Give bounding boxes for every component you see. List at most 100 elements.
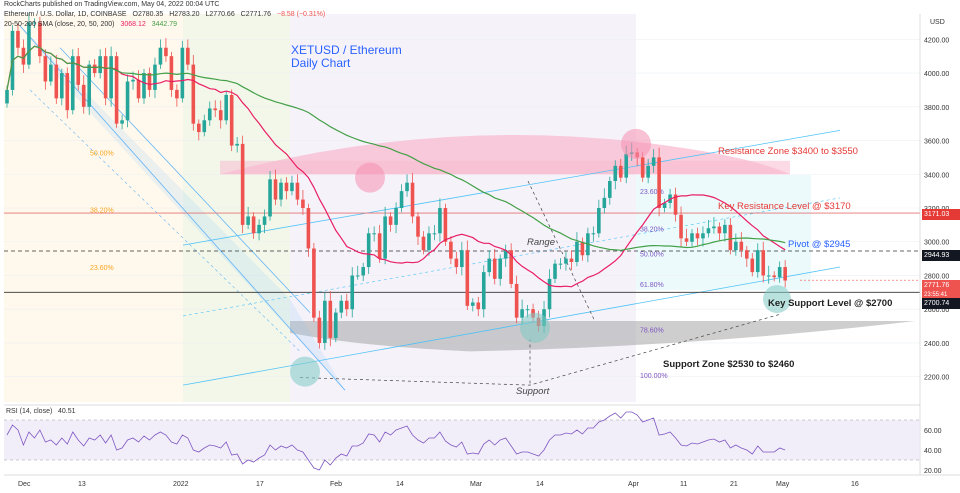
candle-body <box>301 199 305 208</box>
candle-body <box>750 258 755 273</box>
candle-body <box>712 226 716 229</box>
support-touch-circle-2 <box>520 312 550 343</box>
candle-body <box>147 73 152 90</box>
x-tick-label-12: 16 <box>851 481 859 488</box>
rsi-tick-0: 20.00 <box>924 468 942 475</box>
rsi-line <box>6 411 786 471</box>
candle-body <box>257 224 261 234</box>
candle-body <box>646 165 650 178</box>
candle-body <box>120 120 124 124</box>
candle-body <box>16 30 20 48</box>
candle-body <box>295 182 300 200</box>
candle-body <box>213 108 218 111</box>
candle-body <box>125 81 130 121</box>
candle-body <box>476 302 481 310</box>
candle-body <box>454 258 459 268</box>
candle-body <box>602 197 607 208</box>
candle-body <box>70 56 75 111</box>
candle-body <box>218 110 223 121</box>
candle-body <box>651 157 656 166</box>
x-tick-label-2: 2022 <box>173 481 189 488</box>
candle-body <box>416 216 420 237</box>
candle-body <box>76 56 81 85</box>
candle-body <box>443 208 448 242</box>
candle-body <box>657 157 661 208</box>
x-tick-label-5: 14 <box>396 481 404 488</box>
sma-50-line <box>6 45 786 251</box>
key-resistance-label: Key Resistance Level @ $3170 <box>718 201 851 212</box>
candle-body <box>60 73 64 99</box>
rsi-tick-1: 40.00 <box>924 448 942 455</box>
sma-label: 20-50-200 SMA (close, 20, 50, 200) <box>4 21 115 28</box>
ascending-channel-upper <box>182 130 841 246</box>
candle-body <box>783 267 787 281</box>
candle-body <box>701 233 705 239</box>
candle-body <box>640 157 645 178</box>
countdown-tag: 23:55:41 <box>922 290 960 301</box>
rsi-tick-2: 60.00 <box>924 428 942 435</box>
chart-title: XETUSD / Ethereum Daily Chart <box>291 44 402 70</box>
ohlc-change: −8.58 (−0.31%) <box>276 11 326 18</box>
candle-body <box>706 228 711 234</box>
candle-body <box>202 120 207 133</box>
fib-label-0: 50.00% <box>90 150 114 157</box>
candle-body <box>662 202 667 208</box>
candle-body <box>290 182 294 192</box>
candle-body <box>81 84 86 107</box>
candle-body <box>317 317 322 343</box>
support-touch-circle-3 <box>763 285 791 314</box>
resistance-zone-label: Resistance Zone $3400 to $3550 <box>718 146 858 157</box>
y-tick-label-1: 2400.00 <box>924 341 949 348</box>
sma-value-1: 3068.12 <box>120 21 146 28</box>
candle-body <box>240 143 245 225</box>
resistance-touch-circle-1 <box>355 162 385 193</box>
y-tick-label-0: 2200.00 <box>924 375 949 382</box>
ohlc-close: C2771.76 <box>240 11 272 18</box>
candle-body <box>153 64 157 90</box>
candle-body <box>262 216 267 225</box>
resistance-zone-band <box>220 160 790 175</box>
support-arrow <box>299 313 781 386</box>
range-arrow <box>527 180 595 320</box>
candle-body <box>723 224 727 234</box>
chart-title-line-1: XETUSD / Ethereum <box>291 43 402 57</box>
candle-body <box>312 248 316 318</box>
candle-body <box>399 191 404 208</box>
price-tag-pivot: 2944.93 <box>922 250 960 261</box>
candle-body <box>487 258 492 273</box>
candle-body <box>372 233 376 235</box>
candle-body <box>131 79 135 82</box>
candle-body <box>21 47 26 65</box>
candle-body <box>377 233 382 259</box>
x-tick-label-8: Apr <box>628 481 640 488</box>
ohlc-low: L2770.66 <box>205 11 235 18</box>
x-tick-label-1: 13 <box>78 481 86 488</box>
descending-channel-upper <box>59 47 311 313</box>
candle-body <box>613 165 618 182</box>
candle-body <box>98 56 102 74</box>
candle-body <box>92 64 97 74</box>
y-tick-label-6: 3400.00 <box>924 172 949 179</box>
y-tick-label-3: 2800.00 <box>924 273 949 280</box>
fib-label-6: 61.80% <box>640 282 664 289</box>
candle-body <box>695 233 700 239</box>
candle-body <box>492 258 497 279</box>
price-tag-resistance: 3171.03 <box>922 209 960 220</box>
candle-body <box>498 258 502 279</box>
x-tick-label-10: 21 <box>730 481 738 488</box>
support-label: Support <box>516 386 550 397</box>
rsi-label: RSI (14, close) <box>6 408 52 415</box>
candle-body <box>251 216 256 234</box>
candle-body <box>38 22 42 57</box>
chart-title-line-2: Daily Chart <box>291 56 351 70</box>
candle-body <box>777 267 782 278</box>
candle-body <box>673 194 678 215</box>
axis-currency: USD <box>930 19 945 26</box>
candle-body <box>355 275 360 277</box>
rsi-value: 40.51 <box>58 408 76 415</box>
fib-label-4: 38.20% <box>640 226 664 233</box>
y-tick-label-9: 4000.00 <box>924 71 949 78</box>
candle-body <box>229 94 234 146</box>
candle-body <box>591 233 596 235</box>
